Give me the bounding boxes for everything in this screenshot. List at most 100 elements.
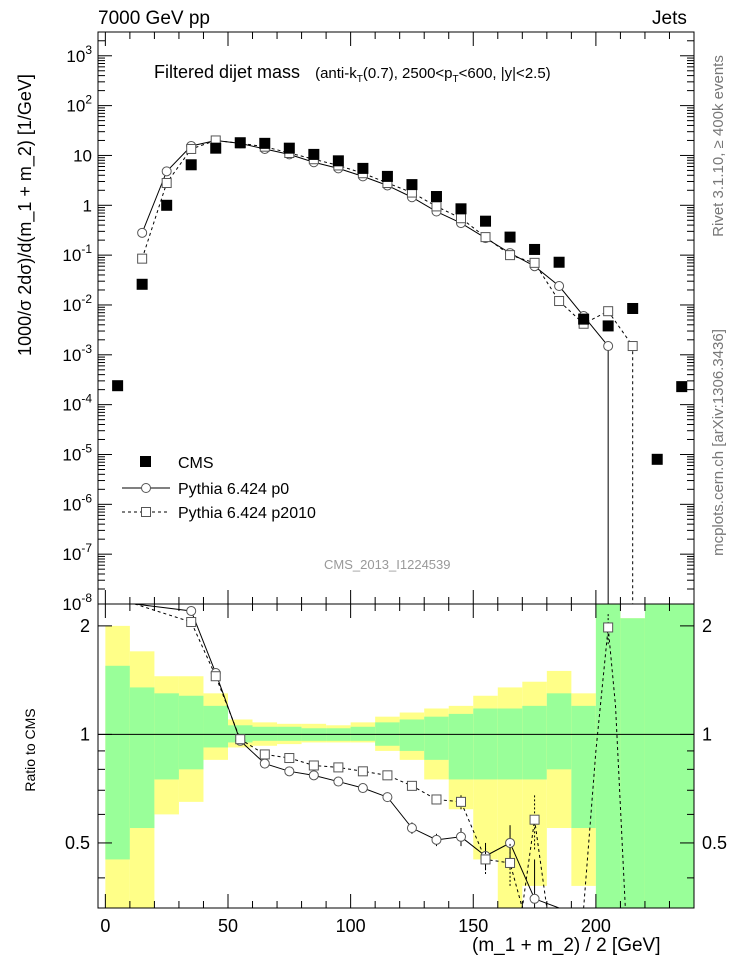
ratio-point-p2010 [333, 762, 344, 773]
point-p2010 [529, 257, 540, 268]
x-tick-label: 200 [581, 916, 611, 936]
point-p2010 [505, 250, 516, 261]
y-axis-title-ratio: Ratio to CMS [22, 708, 38, 792]
y-tick-label: 103 [66, 43, 92, 66]
ratio-y-tick-label-left: 0.5 [65, 833, 90, 853]
point-p2010 [627, 341, 638, 352]
ratio-point-p2010 [308, 760, 319, 771]
point-cms [504, 231, 516, 243]
ratio-point-p2010 [382, 770, 393, 781]
point-p2010 [554, 296, 565, 307]
uncertainty-band-inner [178, 695, 204, 770]
point-p2010 [161, 178, 172, 189]
x-tick-label: 50 [218, 916, 238, 936]
point-cms [455, 203, 467, 215]
main-y-ticks [98, 31, 694, 605]
chart-title: Filtered dijet mass (anti-kT(0.7), 2500<… [154, 62, 551, 85]
point-cms [259, 137, 271, 149]
point-cms [136, 278, 148, 290]
mcplots-label: mcplots.cern.ch [arXiv:1306.3436] [710, 329, 727, 556]
uncertainty-band-inner [252, 726, 278, 741]
ratio-point-p0 [406, 823, 417, 834]
x-tick-label: 150 [458, 916, 488, 936]
uncertainty-band-inner [522, 705, 547, 780]
ratio-point-p0 [333, 776, 344, 787]
ratio-y-tick-label-right: 1 [702, 724, 712, 744]
series-line-p0 [141, 139, 609, 604]
point-cms [627, 302, 639, 314]
ratio-y-tick-label-left: 1 [80, 724, 90, 744]
uncertainty-band-inner [473, 708, 498, 780]
point-cms [210, 142, 222, 154]
y-tick-label: 102 [66, 93, 92, 116]
ratio-point-p0 [259, 758, 270, 769]
legend-entries: CMS Pythia 6.424 p0 Pythia 6.424 p2010 [122, 455, 316, 522]
point-p2010 [137, 253, 148, 264]
uncertainty-band-inner [129, 687, 155, 829]
ratio-point-p0 [431, 834, 442, 845]
point-cms [283, 142, 295, 154]
ratio-plot-frame [97, 603, 695, 909]
ratio-point-p2010 [210, 671, 221, 682]
point-cms [553, 256, 565, 268]
point-p2010 [455, 213, 466, 224]
x-tick-label: 0 [100, 916, 110, 936]
ratio-point-p2010 [259, 749, 270, 760]
header-left: 7000 GeV pp [98, 8, 210, 29]
ratio-point-p2010 [603, 622, 614, 633]
uncertainty-band-inner [644, 604, 694, 908]
ratio-point-p0 [357, 783, 368, 794]
ratio-bands [105, 604, 694, 908]
point-cms [529, 243, 541, 255]
point-cms [308, 148, 320, 160]
chart-title-cuts: (anti-kT(0.7), 2500<pT<600, |y|<2.5) [315, 65, 551, 85]
point-cms [676, 381, 688, 393]
point-cms [602, 320, 614, 332]
legend-label: Pythia 6.424 p0 [178, 481, 289, 498]
x-axis-title: (m_1 + m_2) / 2 [GeV] [472, 935, 661, 956]
uncertainty-band-inner [448, 713, 474, 780]
series-line-p2010 [141, 139, 634, 604]
uncertainty-band-inner [497, 708, 523, 780]
ratio-line-p2010 [134, 603, 626, 909]
y-tick-label: 10-8 [62, 591, 92, 614]
uncertainty-band-inner [571, 705, 596, 829]
point-p2010 [480, 232, 491, 243]
ratio-point-p2010 [505, 857, 516, 868]
point-cms [185, 159, 197, 171]
point-cms [357, 162, 369, 174]
point-cms [112, 380, 124, 392]
point-cms [480, 215, 492, 227]
legend-marker-p0 [141, 483, 151, 493]
ratio-point-p2010 [357, 766, 368, 777]
point-p0 [161, 166, 172, 177]
point-cms [406, 179, 418, 191]
ratio-point-p2010 [235, 734, 246, 745]
ratio-y-tick-label-right: 2 [702, 616, 712, 636]
point-p2010 [186, 143, 197, 154]
ratio-y-tick-label-right: 0.5 [702, 833, 727, 853]
ratio-point-p0 [186, 605, 197, 616]
y-tick-label: 10-1 [62, 242, 92, 265]
point-cms [381, 170, 393, 182]
point-cms [651, 453, 663, 465]
ratio-point-p0 [505, 837, 516, 848]
y-tick-label: 10-2 [62, 292, 92, 315]
point-p0 [554, 281, 565, 292]
rivet-label: Rivet 3.1.10, ≥ 400k events [710, 55, 727, 237]
ratio-point-p0 [284, 766, 295, 777]
ratio-y-ticks [98, 625, 694, 879]
uncertainty-band-inner [227, 725, 253, 743]
point-p0 [137, 227, 148, 238]
ratio-point-p2010 [186, 617, 197, 628]
legend-label: Pythia 6.424 p2010 [178, 505, 316, 522]
uncertainty-band-inner [424, 716, 449, 760]
header-right: Jets [652, 8, 687, 29]
ratio-point-p2010 [480, 854, 491, 865]
uncertainty-band-inner [154, 693, 179, 780]
uncertainty-band-inner [546, 693, 572, 770]
y-tick-label: 1 [83, 196, 92, 215]
y-tick-label: 10-5 [62, 441, 92, 464]
ratio-y-tick-label-left: 2 [80, 616, 90, 636]
